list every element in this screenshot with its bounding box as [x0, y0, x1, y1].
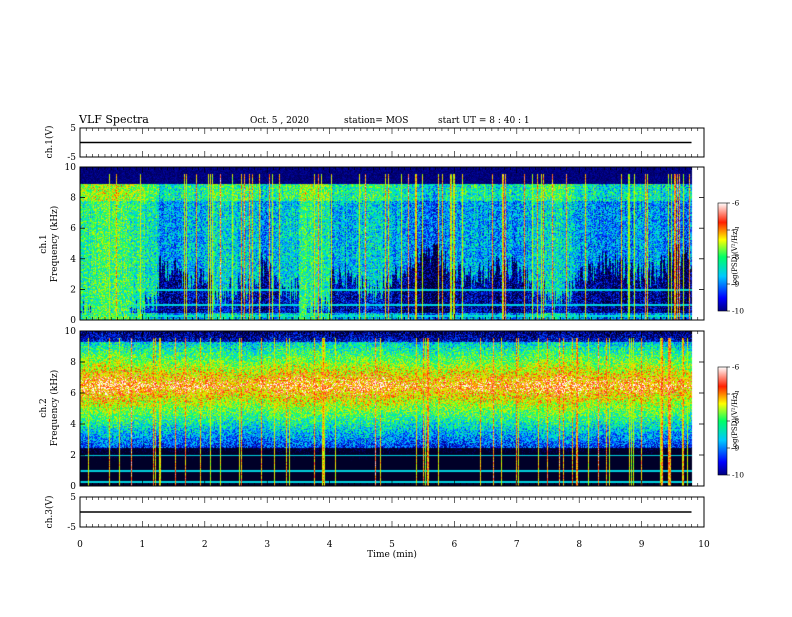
ch2-spectrogram-image [80, 331, 704, 486]
ch1-spectrogram-panel: 0 2 4 6 8 10 [65, 163, 705, 326]
y-tick-label: -5 [67, 523, 76, 533]
ch2-spectrogram-panel: 0 2 4 6 8 10 [65, 327, 705, 492]
colorbar-tick-label: -10 [732, 471, 744, 480]
x-tick-label: 10 [698, 540, 710, 550]
colorbar-tick-label: -8 [732, 417, 740, 426]
date-label: Oct. 5 , 2020 [250, 116, 309, 126]
panel-frame [79, 127, 705, 158]
colorbar-tick-label: -7 [732, 390, 740, 399]
ch3-voltage-ylabel: ch.3(V) [44, 496, 55, 529]
panel-frame [79, 330, 705, 487]
colorbar-gradient [717, 202, 728, 312]
ch1-colorbar-label: log(PSD)(V²/Hz) [731, 228, 739, 285]
colorbar-tick-label: -8 [732, 253, 740, 262]
ch1-voltage-ylabel: ch.1(V) [44, 126, 55, 159]
x-tick-label: 7 [514, 540, 520, 550]
colorbar-tick-label: -10 [732, 307, 744, 316]
colorbar-tick-label: -9 [732, 444, 740, 453]
x-tick-label: 0 [77, 540, 83, 550]
start-time-label: start UT = 8 : 40 : 1 [438, 116, 530, 126]
y-tick-label: 0 [70, 316, 76, 326]
ch1-spectrogram-ylabel-channel: ch.1 [39, 234, 49, 253]
y-tick-label: 5 [70, 124, 76, 134]
ch2-colorbar: -6 -7 -8 -9 -10 [717, 363, 744, 480]
y-tick-label: 2 [70, 451, 76, 461]
y-tick-label: 2 [70, 285, 76, 295]
x-tick-label: 9 [639, 540, 645, 550]
x-tick-label: 2 [202, 540, 208, 550]
ch1-voltage-panel: 5 -5 [67, 124, 705, 163]
ch3-voltage-panel: 5 -50 1 2 3 4 5 6 7 8 9 10 [67, 493, 710, 550]
y-tick-label: 5 [70, 493, 76, 503]
x-tick-label: 8 [576, 540, 582, 550]
y-tick-label: 8 [70, 194, 76, 204]
figure-title: VLF Spectra [78, 113, 149, 126]
time-axis-label: Time (min) [367, 549, 417, 560]
ch2-colorbar-label: log(PSD)(V²/Hz) [731, 392, 739, 449]
x-tick-label: 3 [264, 540, 270, 550]
colorbar-gradient [717, 366, 728, 476]
y-tick-label: 8 [70, 358, 76, 368]
panel-frame [79, 166, 705, 321]
y-tick-label: -5 [67, 153, 76, 163]
ch1-colorbar: -6 -7 -8 -9 -10 [717, 199, 744, 316]
colorbar-tick-label: -9 [732, 280, 740, 289]
ch2-spectrogram-ylabel-frequency: Frequency (kHz) [49, 370, 60, 447]
panel-frame [79, 496, 705, 528]
ch1-spectrogram-ylabel-frequency: Frequency (kHz) [49, 206, 60, 283]
x-tick-label: 6 [452, 540, 458, 550]
colorbar-tick-label: -7 [732, 226, 740, 235]
station-label: station= MOS [344, 116, 408, 126]
x-tick-label: 4 [327, 540, 333, 550]
x-tick-label: 5 [389, 540, 395, 550]
x-tick-label: 1 [140, 540, 146, 550]
colorbar-tick-label: -6 [732, 199, 740, 208]
y-tick-label: 6 [70, 389, 76, 399]
ch2-spectrogram-ylabel-channel: ch.2 [39, 398, 49, 417]
colorbar-tick-label: -6 [732, 363, 740, 372]
y-tick-label: 6 [70, 224, 76, 234]
y-tick-label: 4 [70, 420, 76, 430]
y-tick-label: 0 [70, 482, 76, 492]
y-tick-label: 10 [65, 163, 77, 173]
ch1-spectrogram-image [80, 167, 704, 320]
y-tick-label: 4 [70, 255, 76, 265]
y-tick-label: 10 [65, 327, 77, 337]
